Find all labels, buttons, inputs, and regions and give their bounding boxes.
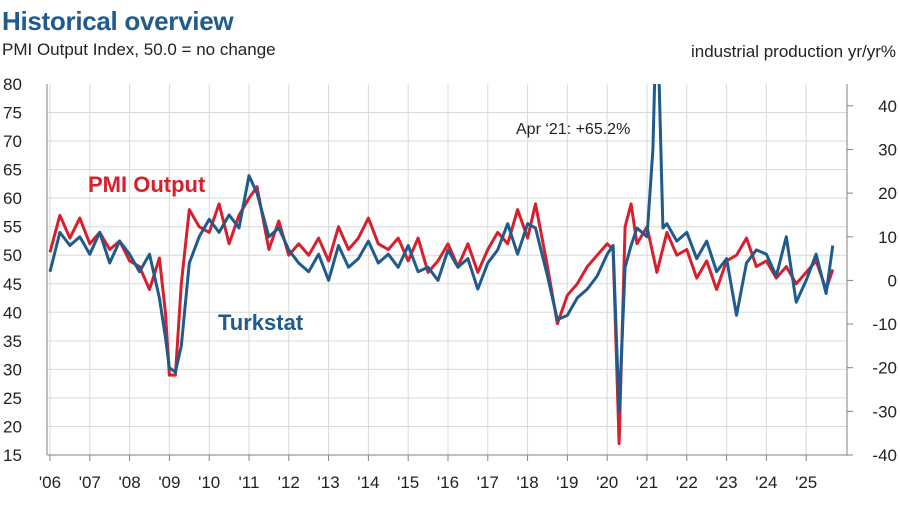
- x-tick-label: '25: [795, 473, 817, 492]
- x-tick-label: '22: [676, 473, 698, 492]
- x-tick-label: '13: [318, 473, 340, 492]
- right-axis-label: industrial production yr/yr%: [690, 42, 896, 61]
- y-left-tick-label: 40: [3, 303, 22, 322]
- y-right-tick-label: -30: [872, 402, 897, 421]
- x-tick-label: '24: [755, 473, 777, 492]
- y-right-tick-label: -20: [872, 359, 897, 378]
- x-tick-label: '07: [79, 473, 101, 492]
- x-tick-label: '06: [39, 473, 61, 492]
- y-right-tick-label: -10: [872, 315, 897, 334]
- x-tick-label: '14: [357, 473, 379, 492]
- y-left-tick-label: 45: [3, 275, 22, 294]
- annotation-peak: Apr ‘21: +65.2%: [516, 121, 630, 138]
- y-left-tick-label: 70: [3, 132, 22, 151]
- y-left-tick-label: 50: [3, 246, 22, 265]
- labels: PMI Output Turkstat Apr ‘21: +65.2%: [88, 121, 630, 335]
- y-right-tick-label: 40: [878, 97, 897, 116]
- y-left-tick-label: 60: [3, 189, 22, 208]
- legend-label-turkstat: Turkstat: [218, 310, 304, 335]
- chart-title: Historical overview: [2, 6, 234, 36]
- x-tick-label: '17: [477, 473, 499, 492]
- y-left-tick-label: 15: [3, 446, 22, 465]
- y-left-tick-label: 35: [3, 332, 22, 351]
- series-line-turkstat: [48, 84, 835, 413]
- x-tick-label: '10: [198, 473, 220, 492]
- y-right-tick-label: 0: [888, 271, 897, 290]
- y-left-tick-label: 30: [3, 360, 22, 379]
- y-left-tick-label: 65: [3, 161, 22, 180]
- x-tick-label: '12: [278, 473, 300, 492]
- x-tick-label: '11: [239, 473, 260, 492]
- series-group: [48, 84, 835, 446]
- chart-subtitle: PMI Output Index, 50.0 = no change: [2, 40, 276, 59]
- x-tick-label: '20: [596, 473, 618, 492]
- series-line-pmi-output: [48, 185, 835, 446]
- y-left-tick-label: 80: [3, 75, 22, 94]
- legend-label-pmi-output: PMI Output: [88, 172, 206, 197]
- y-left-tick-label: 75: [3, 104, 22, 123]
- x-tick-label: '15: [397, 473, 419, 492]
- y-left-tick-label: 55: [3, 218, 22, 237]
- y-right-tick-label: 20: [878, 184, 897, 203]
- y-right-tick-label: 10: [878, 228, 897, 247]
- x-tick-label: '16: [437, 473, 459, 492]
- gridlines: [47, 84, 847, 455]
- y-right-tick-label: -40: [872, 446, 897, 465]
- x-tick-label: '19: [556, 473, 578, 492]
- y-left-tick-label: 25: [3, 389, 22, 408]
- x-tick-label: '08: [119, 473, 141, 492]
- x-tick-label: '21: [636, 473, 658, 492]
- y-left-tick-label: 20: [3, 417, 22, 436]
- x-tick-label: '09: [158, 473, 180, 492]
- axes: 15 20 25 30 35 40 45 50 55 60 65 70 75 80 '06 '07 '08 '09…: [3, 75, 897, 492]
- x-tick-label: '23: [715, 473, 737, 492]
- y-right-tick-label: 30: [878, 140, 897, 159]
- x-tick-label: '18: [517, 473, 539, 492]
